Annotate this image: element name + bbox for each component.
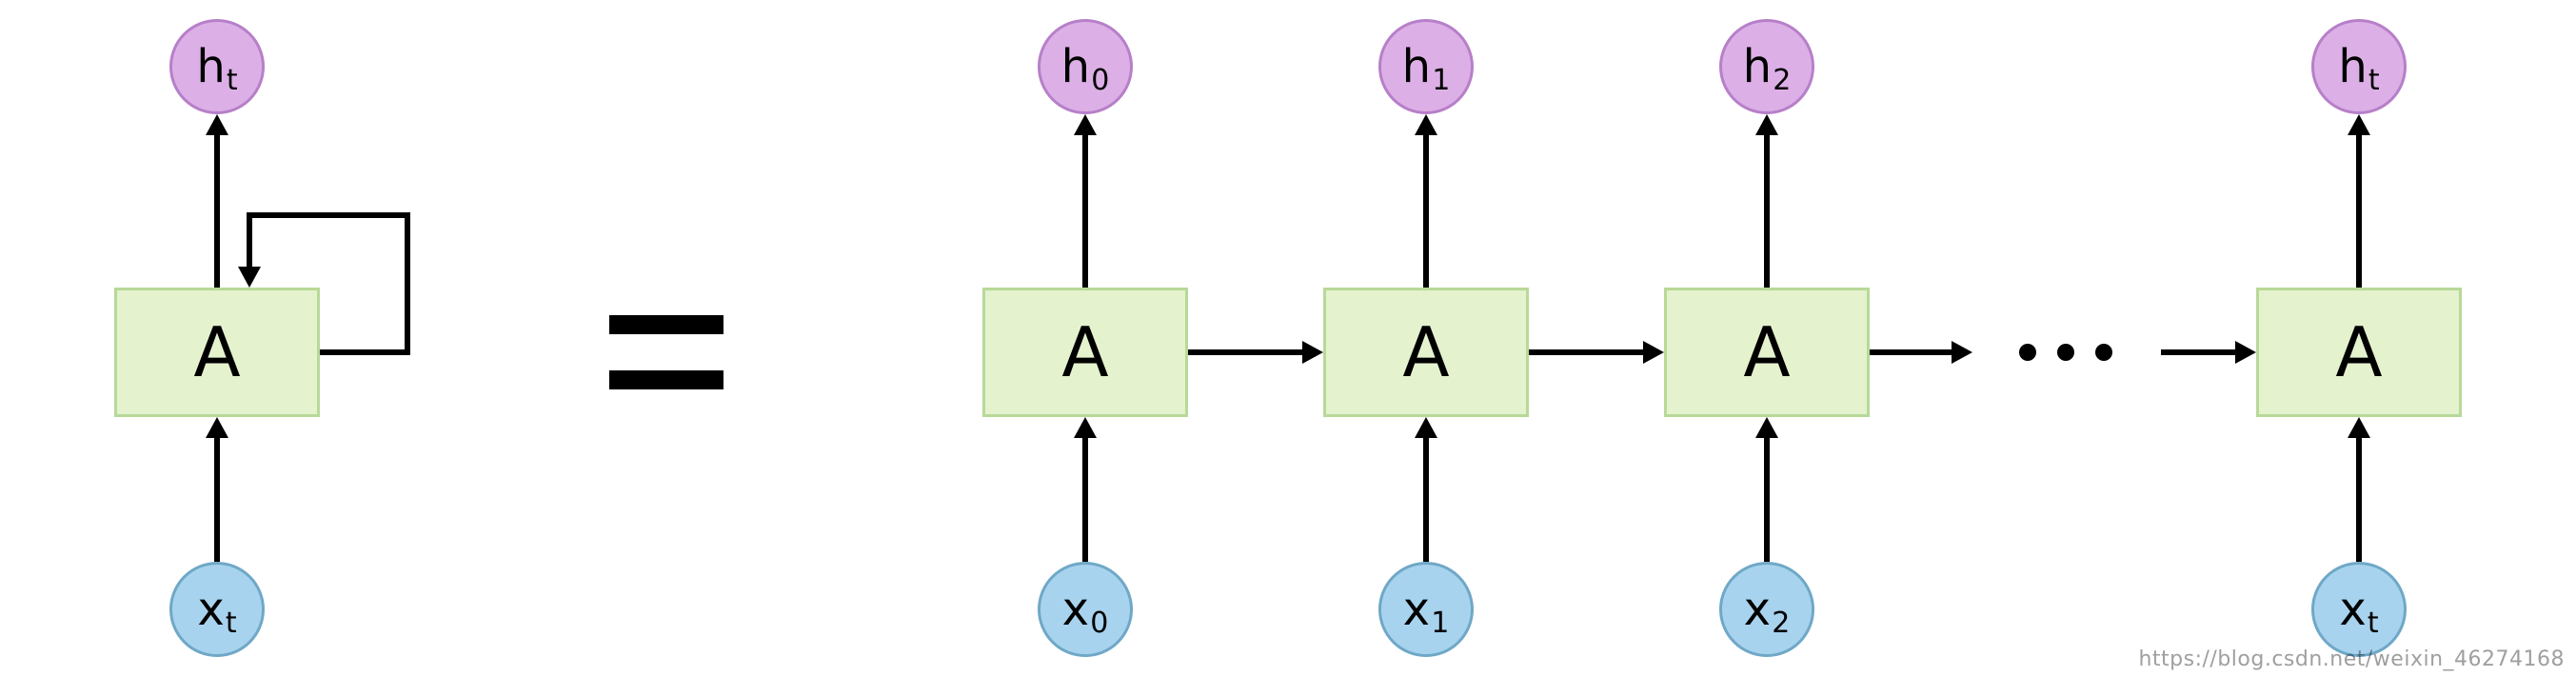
node-label-sub: t [226, 609, 237, 638]
node-label: ht [196, 44, 237, 90]
equals-bar [609, 315, 723, 334]
cell-rect-ut: A [2256, 288, 2462, 417]
output-node-left: ht [169, 19, 265, 114]
equals-bar [609, 370, 723, 389]
ellipsis-dot [2095, 344, 2112, 361]
arrow-x-to-A-left [206, 417, 228, 562]
node-label-sub: t [2368, 67, 2380, 95]
node-label-base: h [1743, 44, 1772, 90]
node-label: x1 [1403, 587, 1450, 632]
output-node-u2: h2 [1719, 19, 1814, 114]
node-label: ht [2338, 44, 2379, 90]
arrow-A-to-h-u0 [1074, 114, 1097, 288]
arrow-A-to-h-ut [2348, 114, 2370, 288]
node-label-base: x [197, 587, 224, 632]
node-label-base: h [196, 44, 225, 90]
node-label: h1 [1402, 44, 1451, 90]
node-label-sub: t [2368, 609, 2379, 638]
cell-label: A [193, 318, 240, 387]
node-label-base: x [1062, 587, 1089, 632]
node-label-sub: 0 [1090, 609, 1108, 638]
node-label: h2 [1743, 44, 1792, 90]
cell-label-text: A [2335, 318, 2382, 387]
ellipsis-dot [2057, 344, 2074, 361]
arrow-u1-to-u2 [1529, 341, 1664, 364]
node-label-sub: 1 [1432, 67, 1450, 95]
node-label-sub: 2 [1773, 67, 1791, 95]
cell-label: A [1061, 318, 1108, 387]
input-node-left: xt [169, 562, 265, 657]
node-label: x0 [1062, 587, 1109, 632]
node-label-sub: 1 [1431, 609, 1449, 638]
arrow-A-to-h-u1 [1415, 114, 1437, 288]
node-label-sub: 0 [1091, 67, 1109, 95]
watermark: https://blog.csdn.net/weixin_46274168 [2138, 647, 2565, 671]
arrow-x-to-A-u0 [1074, 417, 1097, 562]
node-label-sub: 2 [1772, 609, 1790, 638]
arrow-into-ellipsis [1870, 341, 1972, 364]
arrow-x-to-A-u2 [1755, 417, 1778, 562]
node-label-sub: t [227, 67, 238, 95]
cell-label-text: A [1402, 318, 1449, 387]
node-label: xt [197, 587, 236, 632]
output-node-ut: ht [2311, 19, 2407, 114]
cell-label: A [1402, 318, 1449, 387]
node-label: h0 [1061, 44, 1110, 90]
node-label: x2 [1744, 587, 1791, 632]
arrow-A-to-h-u2 [1755, 114, 1778, 288]
node-label-base: h [1402, 44, 1431, 90]
cell-label-text: A [1061, 318, 1108, 387]
node-label-base: x [1403, 587, 1430, 632]
input-node-u0: x0 [1038, 562, 1133, 657]
arrow-A-to-h-left [206, 114, 228, 288]
cell-rect-u0: A [982, 288, 1188, 417]
cell-label: A [2335, 318, 2382, 387]
cell-rect-u1: A [1323, 288, 1529, 417]
cell-rect-u2: A [1664, 288, 1870, 417]
cell-label-text: A [1743, 318, 1790, 387]
output-node-u0: h0 [1038, 19, 1133, 114]
arrow-out-of-ellipsis [2161, 341, 2256, 364]
input-node-u2: x2 [1719, 562, 1814, 657]
node-label-base: h [2338, 44, 2367, 90]
node-label-base: x [1744, 587, 1771, 632]
arrow-u0-to-u1 [1188, 341, 1323, 364]
cell-label-text: A [193, 318, 240, 387]
arrow-layer [0, 0, 2576, 677]
node-label-base: h [1061, 44, 1090, 90]
arrow-x-to-A-u1 [1415, 417, 1437, 562]
rnn-unrolled-diagram: htAxth0Ax0h1Ax1h2Ax2htAxthttps://blog.cs… [0, 0, 2576, 677]
output-node-u1: h1 [1378, 19, 1474, 114]
cell-rect-left: A [114, 288, 320, 417]
cell-label: A [1743, 318, 1790, 387]
node-label-base: x [2339, 587, 2366, 632]
input-node-ut: xt [2311, 562, 2407, 657]
arrow-x-to-A-ut [2348, 417, 2370, 562]
input-node-u1: x1 [1378, 562, 1474, 657]
node-label: xt [2339, 587, 2378, 632]
ellipsis [2019, 344, 2112, 361]
equals-sign [609, 315, 723, 389]
ellipsis-dot [2019, 344, 2036, 361]
